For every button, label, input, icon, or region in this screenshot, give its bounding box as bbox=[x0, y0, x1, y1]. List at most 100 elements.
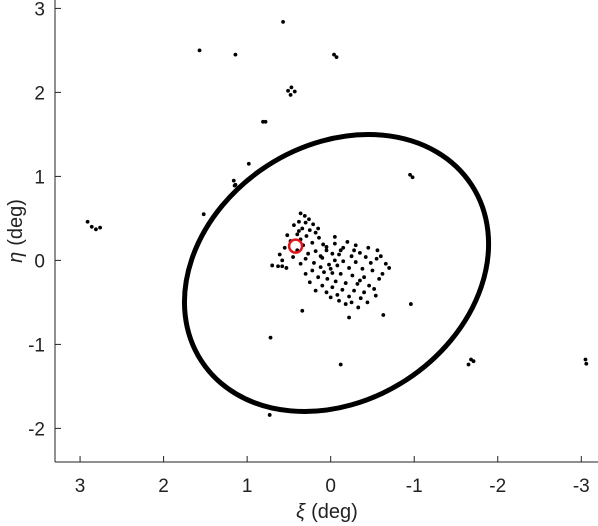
data-point bbox=[373, 293, 378, 298]
data-point bbox=[197, 48, 202, 53]
data-point bbox=[374, 256, 379, 261]
data-point bbox=[303, 220, 308, 225]
data-point bbox=[233, 182, 238, 187]
data-point bbox=[362, 290, 366, 295]
y-tick-label: -1 bbox=[28, 335, 45, 356]
axes bbox=[54, 0, 598, 463]
data-point bbox=[334, 55, 339, 60]
x-axis-unit: (deg) bbox=[311, 501, 358, 523]
data-point bbox=[335, 263, 340, 268]
data-point bbox=[268, 335, 273, 340]
data-point bbox=[352, 248, 356, 253]
data-point bbox=[276, 264, 280, 269]
x-axis-symbol: ξ bbox=[296, 501, 306, 523]
y-tick-label: 0 bbox=[34, 251, 45, 272]
x-tick-label: 0 bbox=[325, 476, 336, 497]
data-point bbox=[201, 212, 206, 217]
data-point bbox=[358, 296, 363, 301]
data-point bbox=[288, 93, 293, 97]
data-point bbox=[356, 305, 361, 310]
data-point bbox=[310, 240, 315, 245]
data-point bbox=[85, 219, 90, 224]
data-point bbox=[372, 287, 377, 291]
y-ticks: 3 2 1 0 -1 -2 bbox=[28, 0, 61, 440]
data-point bbox=[328, 295, 333, 300]
data-point bbox=[324, 248, 329, 253]
data-point bbox=[304, 234, 309, 238]
data-point bbox=[340, 287, 345, 292]
data-point bbox=[281, 19, 285, 24]
data-point bbox=[383, 261, 388, 266]
data-point bbox=[320, 283, 325, 288]
data-point bbox=[343, 281, 348, 285]
data-point bbox=[355, 282, 360, 286]
data-point bbox=[233, 52, 238, 57]
data-point bbox=[324, 245, 329, 249]
data-point bbox=[307, 228, 312, 233]
data-point bbox=[313, 249, 318, 254]
data-point bbox=[330, 285, 335, 290]
x-tick-label: 1 bbox=[242, 476, 253, 497]
data-point bbox=[306, 251, 311, 256]
data-point bbox=[280, 258, 285, 263]
data-point bbox=[94, 227, 98, 232]
x-tick-label: 2 bbox=[158, 476, 169, 497]
data-point bbox=[298, 261, 303, 266]
data-point bbox=[320, 255, 325, 260]
data-point bbox=[347, 315, 351, 320]
data-point bbox=[337, 252, 341, 257]
data-point bbox=[297, 219, 301, 224]
data-point bbox=[408, 302, 413, 306]
data-point bbox=[311, 222, 316, 227]
data-point bbox=[347, 266, 351, 270]
data-point bbox=[303, 256, 308, 261]
y-axis-label: η (deg) bbox=[5, 199, 27, 263]
data-point bbox=[328, 266, 333, 271]
data-point bbox=[347, 294, 351, 299]
data-point bbox=[300, 308, 305, 313]
data-point bbox=[89, 224, 94, 229]
data-point bbox=[358, 278, 362, 283]
data-point bbox=[292, 223, 296, 228]
data-point bbox=[378, 254, 383, 259]
data-point bbox=[332, 258, 337, 263]
data-point bbox=[263, 119, 268, 124]
data-point bbox=[318, 265, 323, 270]
data-point bbox=[282, 245, 287, 250]
data-point bbox=[408, 172, 412, 177]
data-point bbox=[231, 178, 236, 183]
highlight-marker bbox=[287, 238, 304, 254]
data-point bbox=[291, 255, 295, 259]
data-point bbox=[338, 248, 343, 253]
data-point bbox=[349, 300, 354, 305]
data-point bbox=[321, 242, 326, 247]
data-point bbox=[300, 226, 305, 231]
data-point bbox=[284, 266, 289, 270]
data-point bbox=[353, 243, 358, 248]
data-point bbox=[327, 262, 331, 267]
y-tick-label: 3 bbox=[34, 0, 45, 20]
data-point bbox=[270, 263, 275, 268]
x-tick-label: 3 bbox=[75, 476, 86, 497]
data-point bbox=[317, 235, 321, 240]
data-point bbox=[280, 264, 285, 269]
data-point bbox=[292, 89, 297, 94]
data-point bbox=[285, 233, 290, 238]
data-point bbox=[313, 230, 318, 235]
data-point bbox=[297, 229, 301, 233]
data-point bbox=[349, 254, 354, 259]
data-point bbox=[466, 362, 471, 367]
data-point bbox=[366, 245, 371, 250]
data-point bbox=[380, 271, 385, 276]
data-point bbox=[337, 298, 341, 303]
data-point bbox=[298, 211, 303, 216]
data-point bbox=[307, 280, 312, 285]
data-point bbox=[343, 302, 348, 306]
data-point bbox=[310, 268, 315, 273]
data-point bbox=[267, 413, 272, 417]
data-point bbox=[277, 252, 282, 257]
data-point bbox=[295, 232, 300, 237]
data-point bbox=[98, 225, 103, 230]
y-axis-symbol: η bbox=[5, 252, 27, 263]
